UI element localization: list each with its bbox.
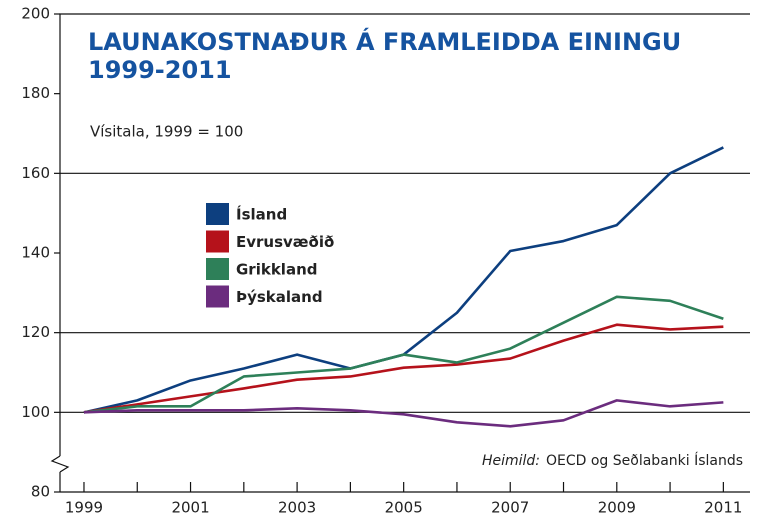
legend-swatch [206, 230, 229, 253]
x-tick-label: 2009 [598, 499, 636, 517]
axis [59, 13, 750, 492]
source-label: Heimild: [482, 453, 540, 469]
grid [50, 13, 750, 493]
x-tick-label: 2011 [704, 499, 742, 517]
y-tick-label: 180 [21, 84, 50, 102]
legend-label: Ísland [236, 205, 287, 224]
series-line [83, 323, 724, 414]
x-tick-label: 2001 [171, 499, 209, 517]
title-background [84, 24, 724, 86]
series-line [83, 399, 724, 428]
axis-break [50, 455, 70, 473]
series-line [83, 295, 724, 414]
legend-swatch [206, 285, 229, 308]
y-tick-label: 160 [21, 164, 50, 182]
legend-swatch [206, 203, 229, 225]
subtitle: Vísitala, 1999 = 100 [90, 123, 243, 141]
y-tick-label: 140 [21, 244, 50, 262]
y-tick-label: 100 [21, 403, 50, 421]
x-tick-label: 2003 [278, 499, 316, 517]
y-tick-label: 200 [21, 5, 50, 23]
chart-title: LAUNAKOSTNAÐUR Á FRAMLEIDDA EININGU [88, 27, 681, 56]
x-tick-label: 2005 [385, 499, 423, 517]
legend-swatch [206, 258, 229, 280]
legend-label: Evrusvæðið [236, 233, 334, 251]
y-tick-label: 80 [31, 483, 50, 501]
legend-label: Þýskaland [236, 288, 323, 306]
source: OECD og Seðlabanki Íslands [546, 452, 743, 469]
x-tick-label: 1999 [65, 499, 103, 517]
legend-label: Grikkland [236, 261, 317, 279]
y-tick-label: 120 [21, 323, 50, 341]
series-line [83, 146, 724, 414]
chart-title: 1999-2011 [88, 56, 232, 84]
x-tick-label: 2007 [491, 499, 529, 517]
lines [83, 146, 724, 428]
